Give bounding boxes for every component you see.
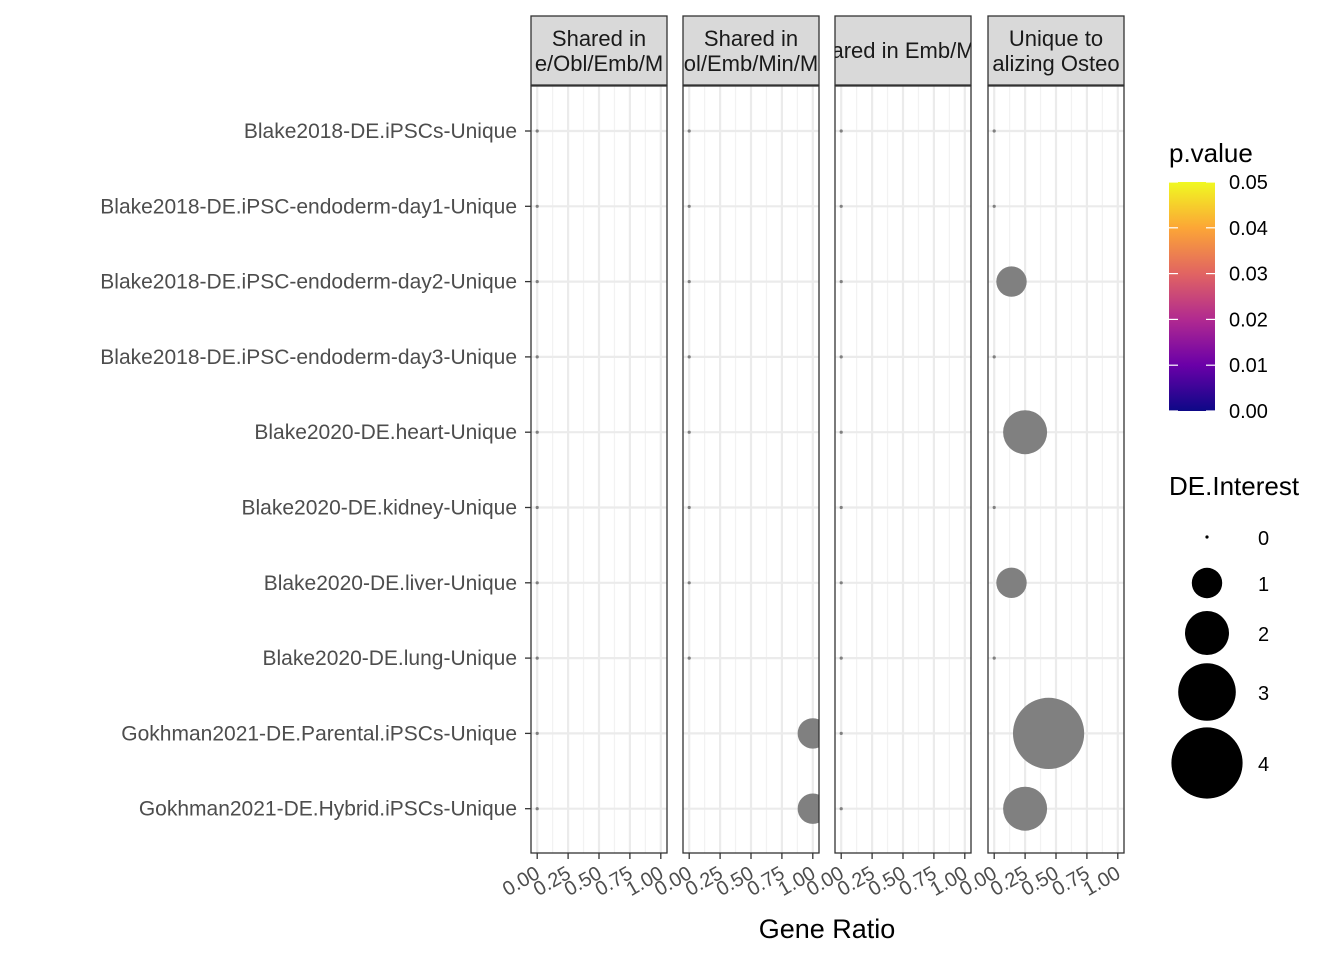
data-point — [797, 718, 819, 749]
y-tick-label: Blake2018-DE.iPSC-endoderm-day3-Unique — [100, 346, 517, 369]
colorbar-tick-label: 0.01 — [1229, 355, 1268, 377]
data-point — [687, 656, 691, 660]
facet-panel: Shared ine/Obl/Emb/M0.000.250.500.751.00 — [499, 15, 668, 901]
data-point — [1003, 786, 1048, 831]
pvalue-colorbar — [1169, 182, 1215, 411]
data-point — [535, 731, 539, 736]
data-point — [992, 505, 996, 510]
size-key-label: 1 — [1258, 574, 1269, 596]
data-point — [687, 581, 691, 585]
colorbar-tick-label: 0.04 — [1229, 218, 1268, 240]
data-point — [535, 505, 539, 510]
facet-panel: ared in Emb/M0.000.250.500.751.00 — [803, 15, 974, 901]
y-tick-label: Blake2018-DE.iPSCs-Unique — [244, 120, 517, 143]
facet-panel: Shared inol/Emb/Min/M0.000.250.500.751.0… — [651, 15, 820, 901]
data-point — [687, 505, 691, 510]
facet-panels: Shared ine/Obl/Emb/M0.000.250.500.751.00… — [499, 15, 1125, 901]
data-point — [839, 355, 843, 359]
data-point — [535, 656, 539, 660]
data-point — [839, 807, 843, 811]
colorbar-tick-label: 0.05 — [1229, 172, 1268, 194]
data-point — [839, 129, 843, 133]
facet-strip-text: Shared ine/Obl/Emb/M — [535, 26, 663, 76]
data-point — [839, 581, 843, 585]
data-point — [535, 807, 539, 811]
size-key — [1191, 567, 1223, 599]
size-key-label: 0 — [1258, 528, 1269, 550]
facet-strip-label: alizing Osteo — [992, 51, 1119, 76]
x-axis-title: Gene Ratio — [759, 914, 896, 944]
pvalue-legend-title: p.value — [1169, 138, 1253, 168]
data-point — [839, 280, 843, 284]
colorbar-tick-label: 0.03 — [1229, 264, 1268, 286]
data-point — [839, 505, 843, 510]
y-tick-label: Blake2020-DE.lung-Unique — [263, 647, 518, 670]
data-point — [992, 129, 996, 133]
size-key-label: 2 — [1258, 624, 1269, 646]
y-tick-label: Gokhman2021-DE.Hybrid.iPSCs-Unique — [139, 798, 517, 821]
facet-strip — [530, 15, 668, 86]
data-point — [535, 129, 539, 133]
y-tick-label: Blake2020-DE.heart-Unique — [254, 421, 517, 444]
facet-strip — [834, 15, 972, 86]
de-interest-legend: DE.Interest 0 1 2 3 4 — [1169, 471, 1300, 799]
colorbar-tick-label: 0.00 — [1229, 401, 1268, 423]
facet-strip-label: ared in Emb/M — [831, 38, 974, 63]
y-tick-label: Blake2020-DE.kidney-Unique — [242, 497, 518, 520]
y-axis-labels: Blake2018-DE.iPSCs-Unique Blake2018-DE.iP… — [100, 120, 517, 821]
data-point — [1003, 410, 1048, 455]
size-key — [1171, 727, 1243, 799]
facet-strip-label: e/Obl/Emb/M — [535, 51, 663, 76]
data-point — [839, 204, 843, 208]
facet-strip-text: ared in Emb/M — [831, 38, 974, 63]
data-point — [996, 567, 1027, 598]
data-point — [535, 581, 539, 585]
data-point — [687, 204, 691, 208]
data-point — [687, 430, 691, 434]
size-key-label: 3 — [1258, 683, 1269, 705]
data-point — [535, 430, 539, 434]
facet-strip-label: ol/Emb/Min/M — [684, 51, 818, 76]
panel-points — [535, 129, 539, 811]
pvalue-legend: p.value 0.05 0.04 0.03 0.02 0.01 0.00 — [1169, 138, 1268, 423]
data-point — [687, 355, 691, 359]
data-point — [797, 793, 819, 824]
data-point — [687, 129, 691, 133]
size-key — [1178, 663, 1236, 721]
facet-strip — [987, 15, 1125, 86]
y-tick-label: Gokhman2021-DE.Parental.iPSCs-Unique — [121, 722, 517, 745]
data-point — [992, 355, 996, 359]
size-key — [1205, 535, 1209, 539]
de-interest-legend-title: DE.Interest — [1169, 471, 1300, 501]
facet-strip-label: Unique to — [1009, 26, 1103, 51]
panel-points — [839, 129, 843, 811]
x-tick-label: 1.00 — [1080, 862, 1125, 901]
facet-strip-label: Shared in — [552, 26, 646, 51]
y-tick-label: Blake2020-DE.liver-Unique — [264, 572, 517, 595]
panel-points — [687, 129, 819, 824]
data-point — [839, 430, 843, 434]
panel-points — [992, 129, 1085, 831]
data-point — [687, 280, 691, 284]
facet-strip — [682, 15, 820, 86]
y-tick-label: Blake2018-DE.iPSC-endoderm-day2-Unique — [100, 271, 517, 294]
data-point — [996, 266, 1027, 297]
y-tick-label: Blake2018-DE.iPSC-endoderm-day1-Unique — [100, 195, 517, 218]
data-point — [839, 656, 843, 660]
size-key — [1185, 611, 1229, 655]
data-point — [535, 204, 539, 208]
data-point — [992, 204, 996, 208]
size-key-label: 4 — [1258, 754, 1269, 776]
colorbar-tick-label: 0.02 — [1229, 309, 1268, 331]
data-point — [535, 280, 539, 284]
data-point — [839, 731, 843, 736]
data-point — [1012, 697, 1085, 770]
data-point — [535, 355, 539, 359]
data-point — [992, 656, 996, 660]
facet-strip-label: Shared in — [704, 26, 798, 51]
